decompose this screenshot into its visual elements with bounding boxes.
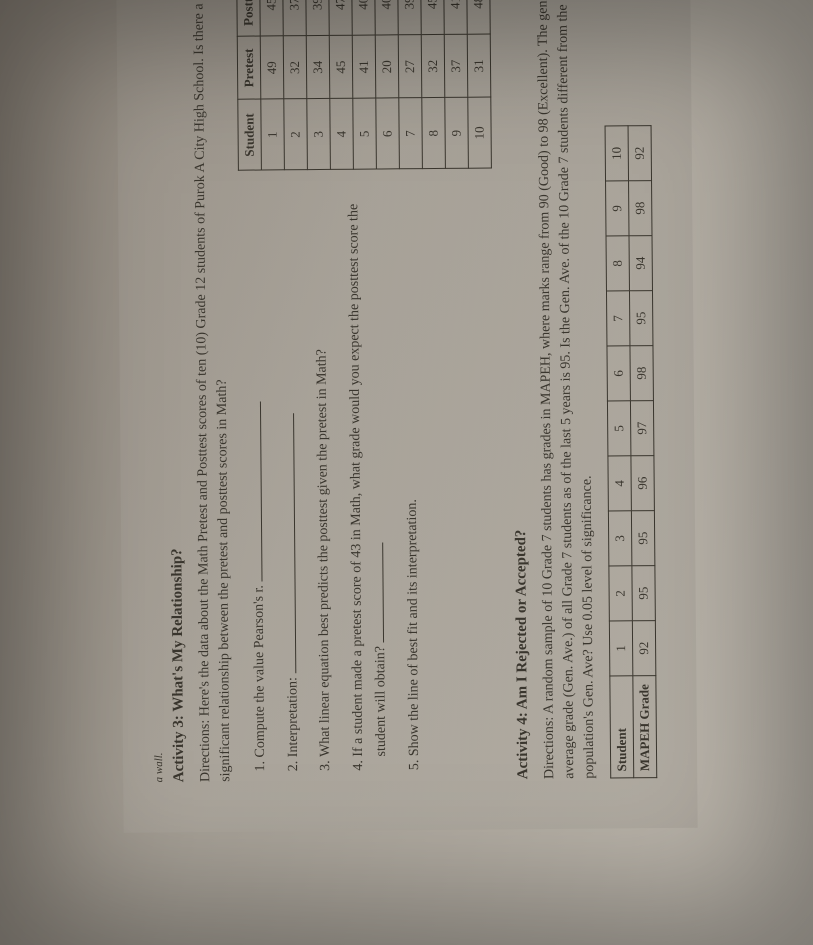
mapeh-grade-cell: 92 (628, 125, 651, 180)
pretest-posttest-table: Student Pretest Posttest 149452323733439… (235, 0, 491, 171)
table-cell: 10 (467, 97, 491, 168)
q1-text: Compute the value Pearson's r. (251, 585, 268, 758)
activity4-title: Activity 4: Am I Rejected or Accepted? (507, 0, 531, 779)
mapeh-grade-cell: 97 (630, 400, 653, 455)
table-cell: 37 (443, 34, 467, 97)
mapeh-grade-cell: 95 (632, 565, 655, 620)
mapeh-student-cell: 7 (606, 290, 629, 345)
activity3-table-wrap: Student Pretest Posttest 149452323733439… (235, 0, 491, 171)
table-cell: 41 (351, 35, 375, 98)
table-cell: 34 (305, 35, 329, 98)
table-cell: 40 (374, 0, 398, 35)
activity3-layout: Compute the value Pearson's r. Interpret… (235, 0, 496, 781)
q2-text: Interpretation: (285, 677, 301, 757)
col-posttest: Posttest (236, 0, 260, 36)
table-cell: 49 (259, 36, 283, 99)
mapeh-student-cell: 6 (607, 345, 630, 400)
mapeh-student-cell: 5 (607, 400, 630, 455)
mapeh-grade-cell: 96 (631, 455, 654, 510)
table-cell: 9 (444, 97, 468, 168)
mapeh-grade-cell: 92 (632, 620, 655, 675)
mapeh-student-cell: 4 (608, 455, 631, 510)
mapeh-student-cell: 9 (606, 180, 629, 235)
q1-blank[interactable] (245, 401, 262, 581)
mapeh-grade-cell: 95 (629, 290, 652, 345)
mapeh-grade-cell: 98 (630, 345, 653, 400)
table-row: 33439 (305, 0, 330, 169)
q2-blank[interactable] (279, 413, 296, 673)
activity4-directions: Directions: A random sample of 10 Grade … (532, 0, 600, 779)
activity3-directions: Directions: Here's the data about the Ma… (189, 0, 237, 782)
q3-text: What linear equation best predicts the p… (314, 349, 333, 757)
q3: What linear equation best predicts the p… (310, 196, 337, 757)
table-cell: 4 (329, 98, 353, 169)
q5-text: Show the line of best fit and its interp… (404, 499, 421, 756)
table-cell: 3 (306, 98, 330, 169)
table-cell: 5 (352, 98, 376, 169)
activity3-title: Activity 3: What's My Relationship? (164, 0, 188, 782)
table-row: 103148 (466, 0, 491, 168)
mapeh-grade-cell: 94 (629, 235, 652, 290)
q4: If a student made a pretest score of 43 … (342, 195, 393, 756)
table-row: 44547 (328, 0, 353, 169)
mapeh-student-cell: 8 (606, 235, 629, 290)
table-cell: 47 (328, 0, 352, 35)
table-row: 93741 (443, 0, 468, 168)
table-cell: 32 (282, 35, 306, 98)
table-cell: 48 (466, 0, 490, 34)
table-cell: 45 (259, 0, 283, 36)
table-cell: 20 (374, 35, 398, 98)
worksheet-page: a wall. Activity 3: What's My Relationsh… (115, 0, 697, 832)
table-cell: 39 (305, 0, 329, 35)
mapeh-student-cell: 1 (609, 620, 632, 675)
mapeh-grade-cell: 98 (629, 180, 652, 235)
mapeh-student-cell: 3 (608, 510, 631, 565)
mapeh-grade-cell: 95 (631, 510, 654, 565)
table-row: 62040 (374, 0, 399, 169)
activity3-questions: Compute the value Pearson's r. Interpret… (237, 195, 435, 781)
table-cell: 40 (351, 0, 375, 35)
q4-blank[interactable] (368, 542, 384, 642)
table-cell: 41 (443, 0, 467, 34)
table-cell: 6 (375, 98, 399, 169)
mapeh-student-cell: 10 (605, 125, 628, 180)
q1: Compute the value Pearson's r. (243, 196, 271, 757)
col-student: Student (237, 99, 261, 170)
table-cell: 7 (398, 97, 422, 168)
table-row: 23237 (282, 0, 307, 170)
table-row: 54140 (351, 0, 376, 169)
table-cell: 8 (421, 97, 445, 168)
mapeh-label-student: Student (610, 675, 634, 777)
table-cell: 45 (420, 0, 444, 34)
q2: Interpretation: (277, 196, 305, 757)
table-row: 14945 (259, 0, 284, 170)
col-pretest: Pretest (236, 36, 260, 99)
header-fragment: a wall. (146, 0, 165, 782)
table-cell: 39 (397, 0, 421, 35)
table-cell: 37 (282, 0, 306, 36)
table-row: 83245 (420, 0, 445, 168)
mapeh-table: Student 12345678910 MAPEH Grade 92959596… (605, 125, 658, 778)
table-cell: 2 (283, 98, 307, 169)
q4-text: If a student made a pretest score of 43 … (345, 203, 388, 756)
mapeh-student-cell: 2 (609, 565, 632, 620)
table-cell: 32 (420, 34, 444, 97)
mapeh-label-grade: MAPEH Grade (633, 675, 657, 777)
table-cell: 31 (466, 34, 490, 97)
table-cell: 45 (328, 35, 352, 98)
table-row: 72739 (397, 0, 422, 169)
table-cell: 1 (260, 99, 284, 170)
q5: Show the line of best fit and its interp… (398, 195, 425, 756)
table-header-row: Student Pretest Posttest (236, 0, 261, 170)
table-cell: 27 (397, 34, 421, 97)
